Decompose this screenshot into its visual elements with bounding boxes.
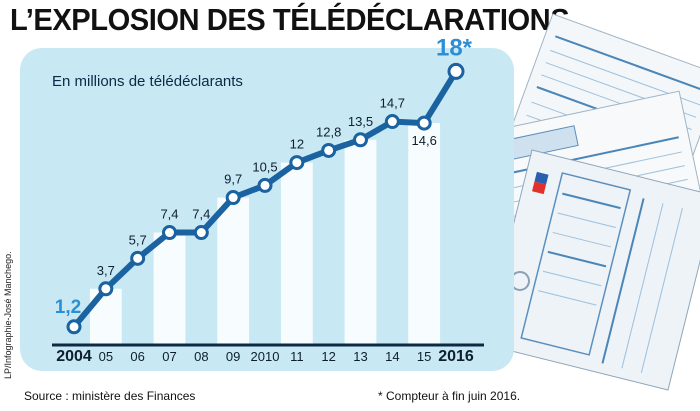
point-07 [162,225,177,241]
bar-05 [89,288,122,345]
point-2016 [447,62,465,80]
point-2004 [66,319,82,335]
bar-11 [280,162,313,345]
point-08 [193,225,209,241]
credit-line: LP/Infographie-José Manchego. [3,251,13,379]
point-2010 [257,177,273,193]
x-tick-13: 13 [353,349,367,364]
data-label-2010: 10,5 [252,159,277,174]
data-label-09: 9,7 [224,172,242,187]
chart-subtitle: En millions de télédéclarants [52,73,243,90]
x-tick-2016: 2016 [438,348,474,365]
data-label-05: 3,7 [97,263,115,278]
x-tick-06: 06 [130,349,144,364]
x-tick-07: 07 [162,349,176,364]
x-tick-15: 15 [417,349,431,364]
source-note: Source : ministère des Finances [24,389,196,403]
point-06 [130,250,146,266]
point-15 [416,115,432,131]
data-label-15: 14,6 [412,133,437,148]
x-tick-14: 14 [385,349,399,364]
data-label-06: 5,7 [129,232,147,247]
data-label-11: 12 [290,137,304,152]
bar-15 [408,123,441,345]
point-12 [321,142,337,158]
data-label-2016: 18* [436,34,473,61]
bar-13 [344,139,377,345]
point-13 [353,132,368,148]
data-label-08: 7,4 [192,207,210,222]
x-tick-12: 12 [321,349,335,364]
x-tick-2004: 2004 [56,348,92,365]
x-tick-08: 08 [194,349,208,364]
data-label-12: 12,8 [316,124,341,139]
data-label-07: 7,4 [160,207,178,222]
point-05 [98,281,114,297]
bar-09 [217,197,250,345]
data-label-13: 13,5 [348,114,373,129]
footnote: * Compteur à fin juin 2016. [378,389,521,403]
x-tick-2010: 2010 [251,349,280,364]
point-11 [289,155,305,171]
chart-title: L’EXPLOSION DES TÉLÉDÉCLARATIONS [10,2,570,37]
data-label-2004: 1,2 [55,297,81,318]
x-tick-05: 05 [99,349,113,364]
data-label-14: 14,7 [380,96,405,111]
point-09 [225,190,241,206]
bar-07 [153,232,186,345]
point-14 [384,114,400,130]
x-tick-09: 09 [226,349,240,364]
x-tick-11: 11 [290,349,304,364]
